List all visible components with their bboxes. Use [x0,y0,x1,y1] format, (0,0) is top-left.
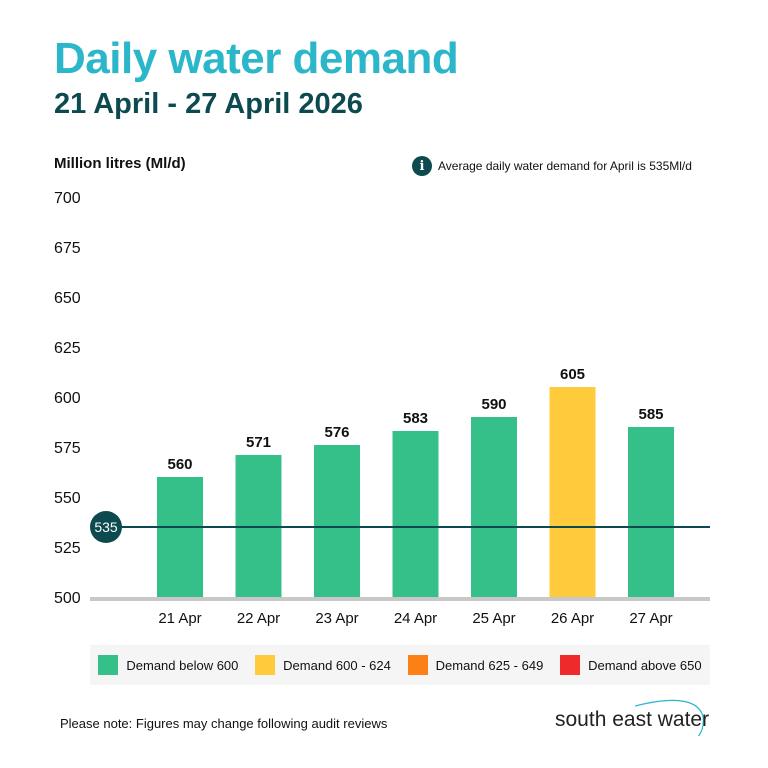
bar [157,477,203,599]
info-icon: i [412,156,432,176]
y-tick-label: 650 [54,290,81,307]
page-title: Daily water demand [54,34,459,83]
data-label: 605 [560,366,585,383]
y-tick-label: 600 [54,390,81,407]
logo: south east water [555,699,709,736]
bar [628,427,674,599]
y-tick-label: 525 [54,540,81,557]
data-label: 583 [403,410,428,427]
y-tick-label: 675 [54,240,81,257]
legend-swatch [255,655,276,675]
legend-swatch [560,655,581,675]
average-note-text: Average daily water demand for April is … [438,159,692,173]
data-label: 571 [246,434,271,451]
data-label: 560 [167,456,192,473]
y-tick-label: 575 [54,440,81,457]
data-label: 590 [481,396,506,413]
bar [549,387,596,599]
bar [392,431,439,599]
y-tick-label: 500 [54,590,81,607]
bar-chart: 500 525 550 575 600 625 650 675 700 560 21 Apr 571 2… [54,190,710,627]
average-marker-label: 535 [94,519,118,535]
data-label: 585 [638,406,663,423]
legend-swatch [98,655,119,675]
y-axis-label: Million litres (Ml/d) [54,155,186,172]
x-tick-label: 25 Apr [472,610,515,627]
bar [471,417,517,599]
x-tick-label: 23 Apr [315,610,358,627]
legend-item: Demand above 650 [560,655,702,675]
bar [314,445,360,599]
legend-label: Demand 600 - 624 [283,657,391,673]
page-subtitle: 21 April - 27 April 2026 [54,88,363,120]
y-tick-label: 550 [54,490,81,507]
legend-label: Demand below 600 [126,657,239,673]
x-tick-label: 24 Apr [394,610,437,627]
x-tick-label: 22 Apr [237,610,280,627]
y-tick-label: 625 [54,340,81,357]
y-tick-label: 700 [54,190,81,207]
legend: Demand below 600 Demand 600 - 624 Demand 6… [90,645,710,685]
legend-swatch [407,655,428,675]
legend-item: Demand below 600 [98,655,238,675]
x-tick-label: 27 Apr [629,610,672,627]
data-label: 576 [324,424,349,441]
legend-label: Demand 625 - 649 [435,657,544,673]
footer-note: Please note: Figures may change followin… [60,716,388,731]
average-note: i Average daily water demand for April i… [412,156,692,176]
average-marker [90,511,122,543]
x-tick-label: 26 Apr [551,610,594,627]
legend-item: Demand 625 - 649 [407,655,544,675]
legend-label: Demand above 650 [588,657,702,673]
x-tick-label: 21 Apr [158,610,201,627]
legend-item: Demand 600 - 624 [255,655,391,675]
